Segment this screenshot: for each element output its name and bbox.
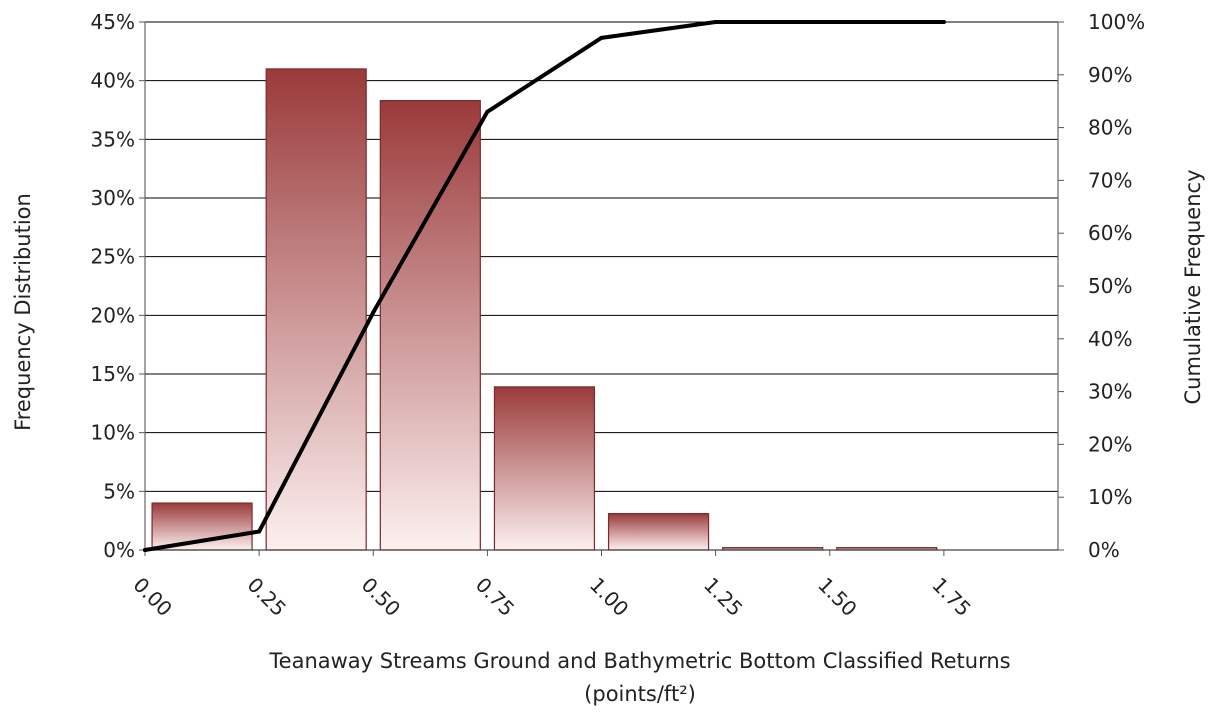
bar (607, 513, 710, 551)
y-tick-label: 0% (103, 538, 135, 562)
x-tick-label: 1.50 (813, 573, 861, 621)
line-point (827, 20, 832, 24)
cumulative-line (143, 20, 946, 552)
bar (493, 386, 596, 551)
y-tick-label: 20% (91, 303, 135, 327)
y2-tick-label: 20% (1088, 432, 1132, 456)
line-point (485, 109, 490, 114)
y-axis-title: Frequency Distribution (11, 193, 35, 431)
y2-tick-label: 60% (1088, 221, 1132, 245)
x-tick-label: 0.25 (243, 573, 291, 621)
y-tick-label: 45% (91, 10, 135, 34)
axes (139, 21, 1064, 556)
x-axis-title-line1: Teanaway Streams Ground and Bathymetric … (268, 649, 1010, 673)
y-tick-label: 10% (91, 421, 135, 445)
y2-tick-label: 10% (1088, 485, 1132, 509)
y-tick-label: 35% (91, 127, 135, 151)
x-tick-label: 1.00 (585, 573, 633, 621)
y2-tick-label: 70% (1088, 168, 1132, 192)
y-tick-label: 15% (91, 362, 135, 386)
y-tick-label: 30% (91, 186, 135, 210)
y2-tick-label: 30% (1088, 380, 1132, 404)
x-tick-label: 1.25 (699, 573, 747, 621)
line-point (941, 20, 946, 24)
line-point (371, 310, 376, 315)
y2-axis-title: Cumulative Frequency (1181, 169, 1205, 404)
bar (151, 502, 253, 551)
y2-tick-label: 0% (1088, 538, 1120, 562)
bar (265, 68, 367, 551)
y2-tick-label: 80% (1088, 116, 1132, 140)
y2-tick-label: 100% (1088, 10, 1145, 34)
line-point (143, 548, 147, 552)
x-tick-label: 0.50 (357, 573, 405, 621)
x-tick-label: 1.75 (927, 573, 975, 621)
y2-tick-label: 90% (1088, 63, 1132, 87)
y-tick-label: 40% (91, 69, 135, 93)
cumulative-line-series (143, 20, 946, 552)
x-axis-title-line2: (points/ft²) (584, 682, 696, 706)
line-point (713, 20, 718, 24)
y-tick-label: 5% (103, 479, 135, 503)
x-tick-label: 0.00 (128, 573, 176, 621)
line-point (257, 529, 262, 534)
x-tick-label: 0.75 (471, 573, 519, 621)
line-point (599, 35, 604, 40)
bar-series (151, 68, 938, 551)
y-tick-label: 25% (91, 245, 135, 269)
bar (379, 100, 481, 551)
y2-tick-label: 40% (1088, 327, 1132, 351)
y2-tick-label: 50% (1088, 274, 1132, 298)
